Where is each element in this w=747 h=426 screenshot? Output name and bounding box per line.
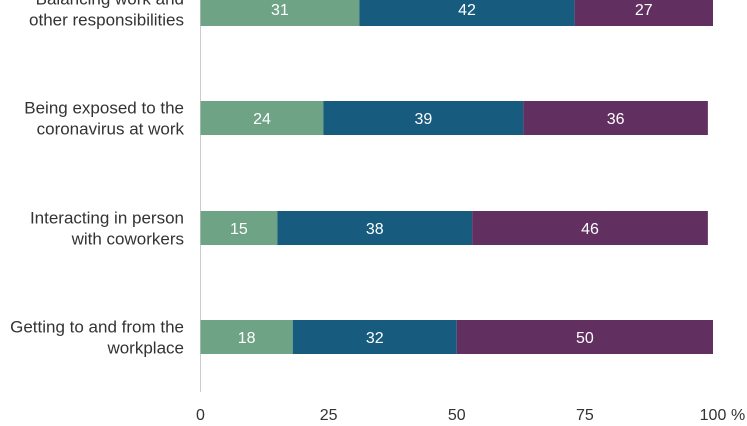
- data-label-2-2: 46: [581, 221, 599, 238]
- bar-segment-3-2: [456, 320, 713, 354]
- x-tick-label-0: 0: [196, 407, 205, 424]
- data-label-3-2: 50: [576, 330, 594, 347]
- bar-segment-0-1: [359, 0, 575, 26]
- category-label-3-0: Getting to and from the: [10, 318, 184, 337]
- bar-segment-2-0: [200, 211, 278, 245]
- category-label-1-1: coronavirus at work: [37, 120, 185, 139]
- x-unit-label: %: [731, 407, 745, 424]
- x-tick-label-2: 50: [448, 407, 466, 424]
- data-label-1-0: 24: [253, 111, 271, 128]
- bar-segment-2-1: [277, 211, 473, 245]
- x-tick-label-1: 25: [320, 407, 338, 424]
- data-label-1-2: 36: [607, 111, 625, 128]
- bar-segment-0-2: [574, 0, 713, 26]
- bar-segment-1-2: [523, 101, 708, 135]
- bar-segment-1-0: [200, 101, 324, 135]
- x-tick-label-3: 75: [576, 407, 594, 424]
- data-label-0-1: 42: [458, 2, 476, 19]
- data-label-3-1: 32: [366, 330, 384, 347]
- data-label-3-0: 18: [238, 330, 256, 347]
- data-label-0-0: 31: [271, 2, 289, 19]
- category-label-1-0: Being exposed to the: [24, 99, 184, 118]
- bar-segment-1-1: [323, 101, 524, 135]
- data-label-2-1: 38: [366, 221, 384, 238]
- bar-segment-3-0: [200, 320, 293, 354]
- bar-segment-2-2: [472, 211, 708, 245]
- category-label-0-1: other responsibilities: [29, 11, 184, 30]
- data-label-1-1: 39: [415, 111, 433, 128]
- category-label-3-1: workplace: [106, 339, 184, 358]
- category-label-0-0: Balancing work and: [36, 0, 184, 9]
- category-label-2-0: Interacting in person: [30, 209, 184, 228]
- x-tick-label-4: 100: [700, 407, 727, 424]
- category-label-2-1: with coworkers: [71, 230, 184, 249]
- data-label-0-2: 27: [635, 2, 653, 19]
- bar-segment-0-0: [200, 0, 360, 26]
- bar-segment-3-1: [292, 320, 457, 354]
- data-label-2-0: 15: [230, 221, 248, 238]
